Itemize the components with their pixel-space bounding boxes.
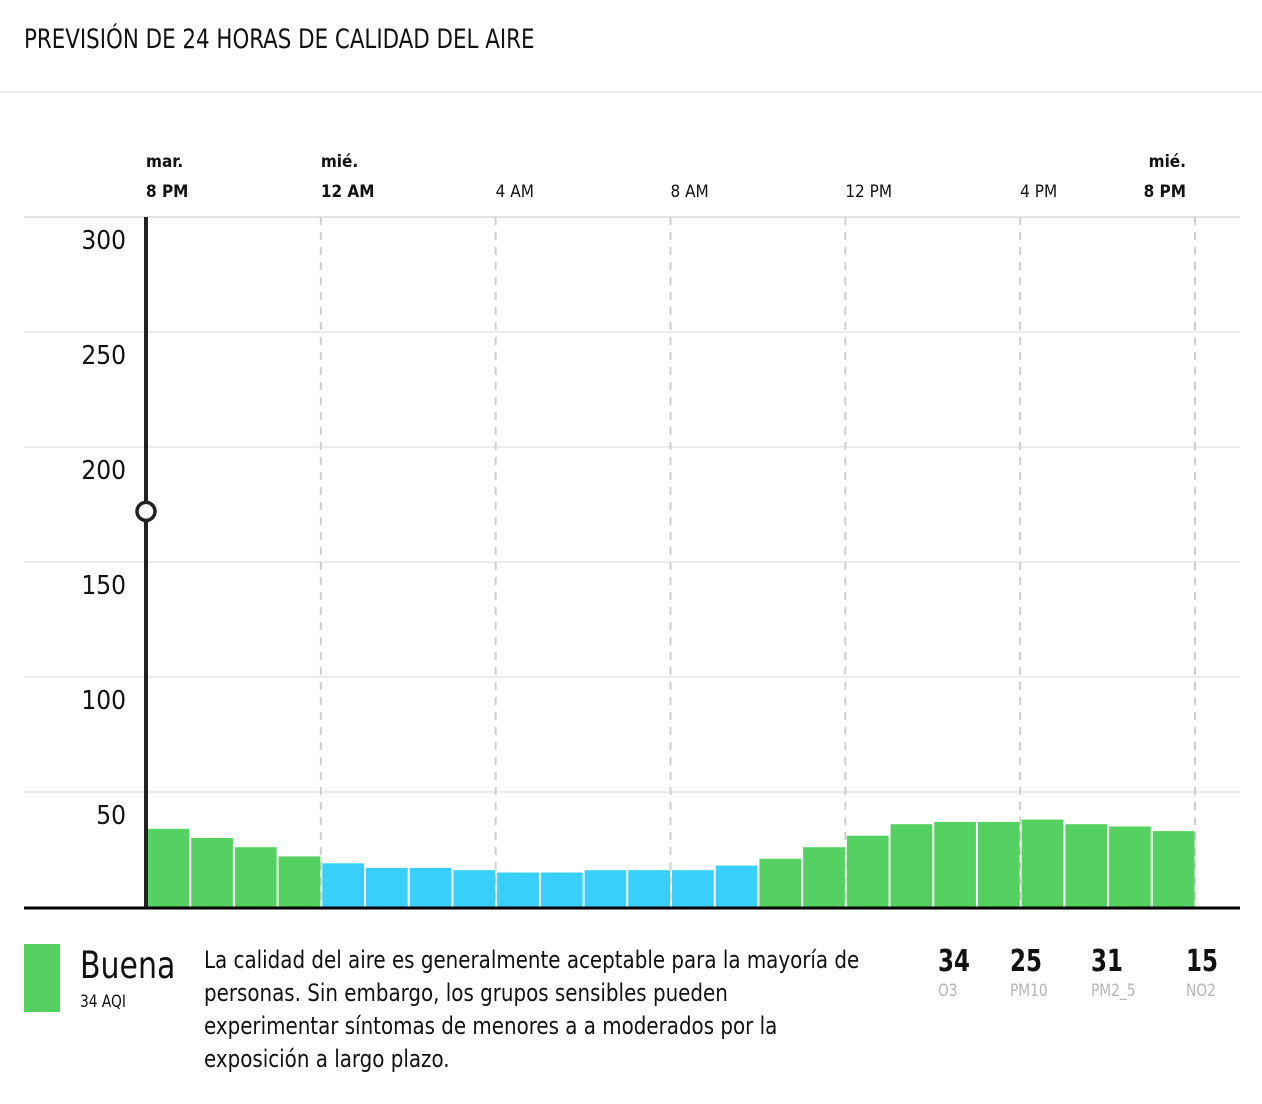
y-tick-label: 150 bbox=[81, 571, 126, 601]
aqi-bar[interactable] bbox=[1109, 826, 1151, 908]
aqi-bar[interactable] bbox=[672, 870, 714, 907]
aqi-bar[interactable] bbox=[890, 824, 933, 907]
aqi-bar[interactable] bbox=[1152, 831, 1195, 907]
pollutant-pm25: 31 PM2_5 bbox=[1091, 944, 1141, 1001]
aqi-bar[interactable] bbox=[540, 872, 583, 908]
pollutant-value: 34 bbox=[938, 944, 970, 979]
pollutant-name: O3 bbox=[938, 981, 958, 1001]
pollutant-o3: 34 O3 bbox=[938, 944, 976, 1001]
aqi-bar[interactable] bbox=[278, 856, 321, 907]
category-color-swatch bbox=[24, 944, 60, 1012]
x-tick-time: 8 AM bbox=[671, 182, 709, 202]
aqi-bar[interactable] bbox=[147, 828, 190, 907]
y-tick-label: 250 bbox=[81, 341, 126, 371]
pollutant-value: 25 bbox=[1010, 944, 1042, 979]
aqi-bar[interactable] bbox=[759, 858, 802, 907]
x-tick-time: 12 PM bbox=[845, 182, 892, 202]
pollutant-value: 31 bbox=[1091, 944, 1123, 979]
aqi-bar[interactable] bbox=[322, 863, 365, 907]
aqi-bar[interactable] bbox=[584, 870, 627, 907]
x-tick-time: 4 PM bbox=[1020, 182, 1057, 202]
pollutant-no2: 15 NO2 bbox=[1186, 944, 1224, 1001]
pollutant-pm10: 25 PM10 bbox=[1010, 944, 1052, 1001]
time-cursor-handle[interactable] bbox=[135, 500, 157, 523]
aqi-bar[interactable] bbox=[1065, 824, 1108, 907]
x-tick-day: mié. bbox=[1149, 152, 1186, 172]
page-title: PREVISIÓN DE 24 HORAS DE CALIDAD DEL AIR… bbox=[24, 24, 535, 55]
aqi-bar[interactable] bbox=[453, 870, 496, 907]
pollutant-name: PM2_5 bbox=[1091, 981, 1136, 1001]
x-tick-day: mar. bbox=[146, 152, 183, 172]
y-tick-label: 100 bbox=[81, 686, 126, 716]
pollutant-name: NO2 bbox=[1186, 981, 1216, 1001]
pollutant-value: 15 bbox=[1186, 944, 1218, 979]
x-tick-time: 8 PM bbox=[1144, 182, 1186, 202]
x-tick-time: 12 AM bbox=[321, 182, 375, 202]
aqi-bar[interactable] bbox=[1021, 819, 1064, 907]
aqi-bar[interactable] bbox=[409, 867, 452, 907]
header-divider bbox=[0, 91, 1262, 93]
x-tick-day: mié. bbox=[321, 152, 358, 172]
aqi-value: 34 AQI bbox=[80, 992, 126, 1012]
aqi-bar[interactable] bbox=[366, 867, 408, 907]
aqi-bar[interactable] bbox=[628, 870, 670, 907]
aqi-bar[interactable] bbox=[803, 847, 845, 907]
pollutant-name: PM10 bbox=[1010, 981, 1048, 1001]
aqi-bar[interactable] bbox=[497, 872, 539, 908]
aqi-bar[interactable] bbox=[977, 821, 1020, 907]
y-tick-label: 200 bbox=[81, 456, 126, 486]
aqi-bar[interactable] bbox=[191, 838, 233, 907]
y-tick-label: 50 bbox=[96, 801, 126, 831]
aqi-description: La calidad del aire es generalmente acep… bbox=[204, 946, 860, 1073]
aqi-bar[interactable] bbox=[234, 847, 277, 907]
x-tick-time: 4 AM bbox=[496, 182, 534, 202]
aqi-bar[interactable] bbox=[846, 835, 889, 907]
aqi-bar[interactable] bbox=[934, 821, 976, 907]
x-tick-time: 8 PM bbox=[146, 182, 188, 202]
aqi-bar[interactable] bbox=[715, 865, 758, 907]
aqi-category: Buena bbox=[80, 944, 176, 987]
aqi-forecast-chart[interactable]: 50 100 150 200 250 300 mar. 8 PM mié. 12 AM 4 AM 8 … bbox=[0, 0, 1262, 920]
y-tick-label: 300 bbox=[81, 226, 126, 256]
